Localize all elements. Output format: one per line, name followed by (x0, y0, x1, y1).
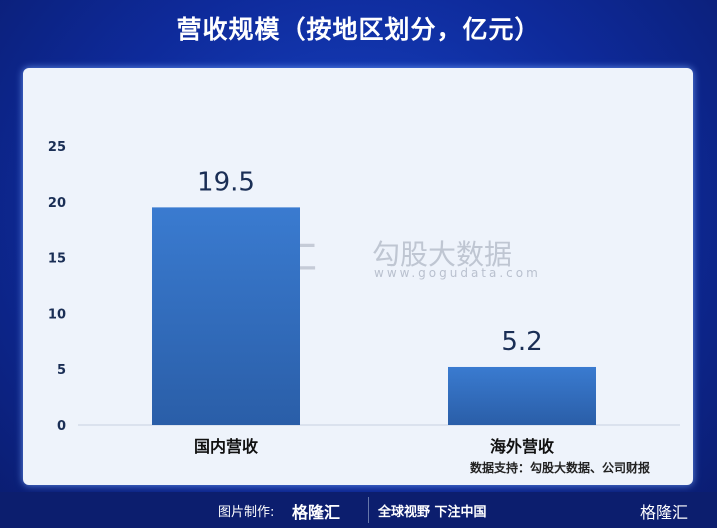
y-tick-label: 25 (48, 140, 66, 155)
bar-1 (448, 366, 596, 425)
y-tick-label: 10 (48, 307, 66, 322)
footer: 图片制作: 格隆汇 全球视野 下注中国 格隆汇 (0, 492, 717, 528)
watermark-data-site: www.gogudata.com (374, 266, 541, 280)
made-by-label: 图片制作: (218, 505, 275, 520)
y-tick-label: 0 (57, 419, 66, 434)
chart-title: 营收规模（按地区划分，亿元） (176, 15, 541, 44)
slogan: 全球视野 下注中国 (378, 505, 487, 520)
watermark-data-brand: 勾股大数据 (372, 238, 513, 271)
y-tick-label: 20 (48, 196, 66, 211)
x-tick-label: 国内营收 (194, 437, 258, 456)
source-note: 数据支持：勾股大数据、公司财报 (470, 461, 651, 475)
data-label: 19.5 (197, 167, 255, 197)
data-label: 5.2 (501, 327, 542, 357)
y-tick-label: 15 (48, 252, 66, 267)
x-tick-label: 海外营收 (490, 437, 554, 456)
divider (368, 497, 369, 523)
bar-0 (152, 207, 300, 425)
corner-brand-logo: 格隆汇 (640, 503, 689, 522)
footer-brand-logo: 格隆汇 (292, 503, 341, 522)
y-tick-label: 5 (57, 363, 66, 378)
